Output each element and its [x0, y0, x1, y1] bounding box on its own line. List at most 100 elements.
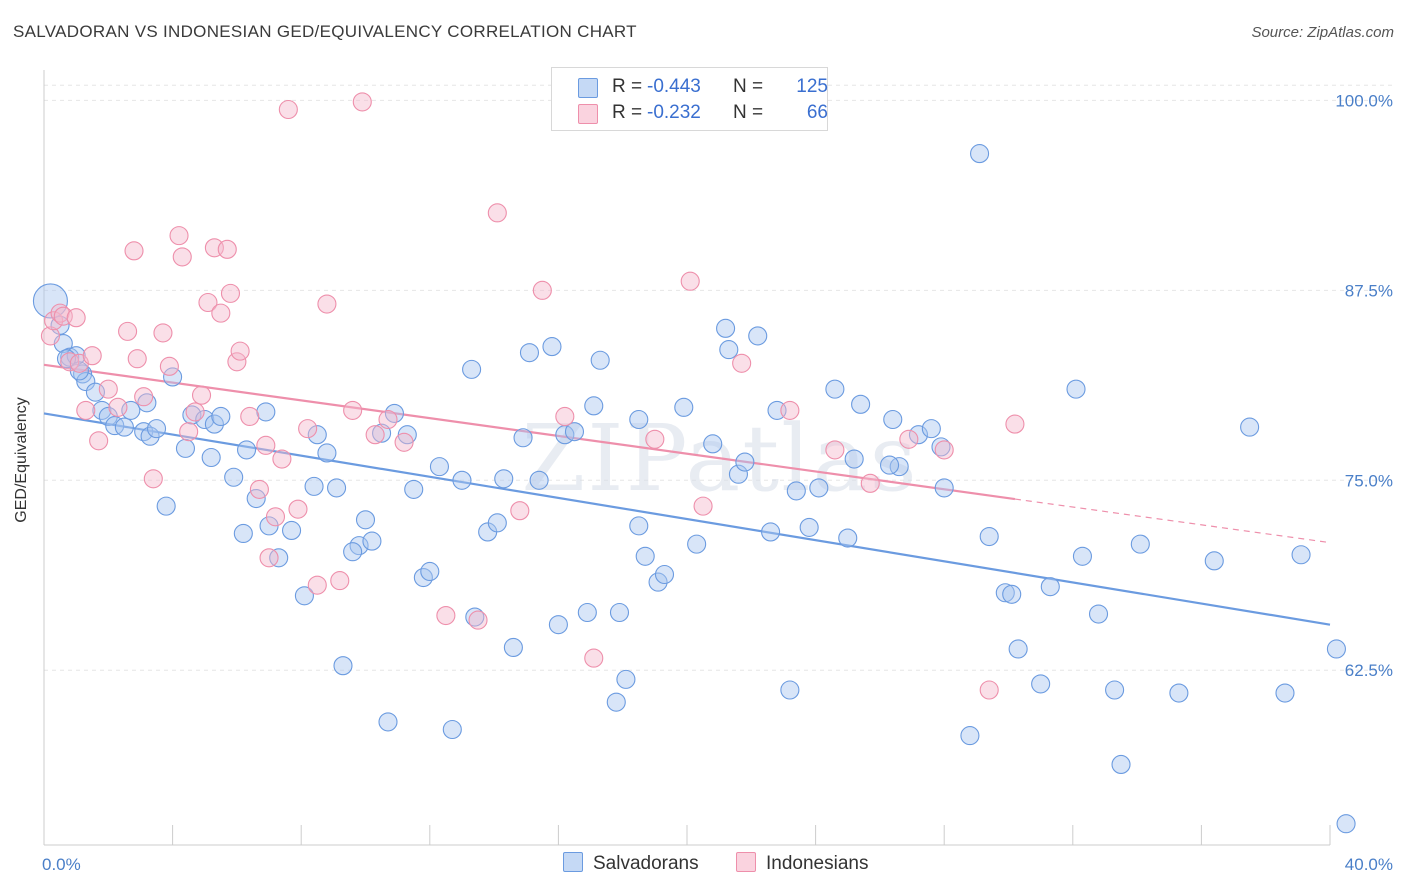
data-point-indonesians: [510, 501, 530, 521]
data-point-salvadorans: [654, 564, 675, 585]
data-point-indonesians: [60, 352, 80, 372]
data-point-salvadorans: [606, 692, 626, 712]
y-tick-label: 100.0%: [1335, 91, 1393, 110]
grid-lines: [44, 84, 1394, 671]
data-point-salvadorans: [1040, 577, 1060, 597]
data-point-salvadorans: [195, 409, 215, 430]
data-point-indonesians: [780, 400, 800, 420]
data-point-indonesians: [127, 349, 147, 369]
data-point-indonesians: [179, 422, 199, 442]
data-point-salvadorans: [584, 396, 604, 416]
data-point-salvadorans: [1169, 683, 1189, 703]
data-point-indonesians: [82, 346, 102, 366]
data-point-salvadorans: [879, 455, 900, 475]
data-point-indonesians: [108, 397, 128, 417]
series-legend-indonesians: Indonesians: [736, 852, 868, 875]
legend-r-value: -0.443: [647, 76, 701, 97]
data-point-salvadorans: [687, 534, 707, 554]
data-point-indonesians: [307, 575, 327, 595]
data-point-salvadorans: [1002, 584, 1022, 604]
data-point-salvadorans: [577, 602, 597, 623]
data-point-indonesians: [394, 432, 414, 452]
data-point-indonesians: [98, 379, 118, 399]
legend-n-value: 66: [806, 102, 828, 123]
y-tick-labels: 62.5% 75.0% 87.5% 100.0%: [1335, 91, 1393, 680]
data-point-indonesians: [259, 548, 279, 568]
data-point-salvadorans: [748, 326, 768, 346]
y-tick-label: 62.5%: [1345, 661, 1393, 680]
data-point-salvadorans: [1072, 546, 1092, 566]
legend-r-label: R =: [612, 102, 643, 123]
data-point-salvadorans: [995, 583, 1015, 603]
data-point-indonesians: [352, 92, 372, 112]
data-point-indonesians: [240, 406, 260, 427]
data-point-salvadorans: [146, 419, 167, 439]
legend-n-label: N =: [733, 76, 764, 97]
data-point-salvadorans: [233, 523, 253, 544]
data-point-indonesians: [227, 352, 247, 372]
data-point-indonesians: [979, 680, 999, 700]
x-tick-label: 40.0%: [1345, 855, 1393, 874]
data-point-salvadorans: [590, 350, 610, 370]
data-points: [32, 92, 1356, 834]
data-point-indonesians: [330, 571, 350, 591]
data-point-salvadorans: [429, 457, 449, 477]
data-point-salvadorans: [163, 367, 183, 387]
data-point-indonesians: [825, 440, 845, 460]
data-point-indonesians: [899, 429, 919, 449]
data-point-indonesians: [693, 496, 713, 516]
data-point-indonesians: [211, 303, 231, 323]
data-point-salvadorans: [224, 467, 244, 487]
data-point-salvadorans: [343, 542, 363, 562]
data-point-indonesians: [118, 321, 138, 341]
trend-line-dashed-indonesians: [1014, 498, 1331, 544]
data-point-salvadorans: [931, 437, 951, 457]
data-point-salvadorans: [137, 393, 157, 413]
data-point-salvadorans: [1291, 545, 1311, 565]
data-point-salvadorans: [1088, 604, 1109, 624]
data-point-salvadorans: [889, 457, 909, 477]
data-point-salvadorans: [629, 516, 649, 536]
data-point-indonesians: [134, 387, 154, 407]
data-point-salvadorans: [1008, 639, 1028, 659]
legend-r-value: -0.232: [647, 102, 701, 123]
data-point-salvadorans: [211, 406, 231, 427]
trend-line-salvadorans: [43, 412, 1331, 626]
y-tick-label: 87.5%: [1345, 281, 1393, 300]
data-point-salvadorans: [60, 347, 80, 367]
data-point-salvadorans: [156, 496, 176, 516]
legend-swatch-pink: [578, 104, 598, 124]
data-point-salvadorans: [674, 397, 694, 417]
data-point-salvadorans: [32, 283, 68, 319]
data-point-salvadorans: [1031, 674, 1051, 694]
data-point-salvadorans: [355, 510, 376, 530]
data-point-salvadorans: [716, 318, 736, 338]
data-point-indonesians: [365, 425, 385, 445]
data-point-indonesians: [220, 283, 241, 303]
data-point-salvadorans: [204, 414, 224, 434]
chart-title: SALVADORAN VS INDONESIAN GED/EQUIVALENCY…: [13, 22, 637, 41]
data-point-salvadorans: [256, 402, 276, 422]
data-point-salvadorans: [307, 425, 327, 445]
data-point-indonesians: [169, 226, 189, 246]
data-point-salvadorans: [304, 476, 324, 496]
data-point-salvadorans: [970, 144, 990, 164]
y-tick-label: 75.0%: [1345, 471, 1393, 490]
data-point-indonesians: [680, 271, 700, 291]
correlation-legend: R = -0.443 N = 125 R = -0.232 N = 66: [551, 67, 828, 131]
data-point-indonesians: [288, 499, 308, 519]
data-point-salvadorans: [838, 528, 858, 548]
data-point-indonesians: [860, 473, 880, 493]
data-point-salvadorans: [735, 452, 755, 472]
axes: [43, 70, 1331, 846]
data-point-indonesians: [153, 323, 173, 343]
data-point-indonesians: [555, 406, 575, 427]
series-name: Salvadorans: [593, 853, 699, 874]
data-point-salvadorans: [294, 586, 314, 606]
data-point-salvadorans: [1240, 417, 1260, 437]
data-point-indonesians: [298, 419, 318, 439]
legend-swatch-pink: [736, 852, 756, 872]
data-point-salvadorans: [1130, 534, 1150, 554]
data-point-salvadorans: [282, 520, 302, 540]
data-point-indonesians: [934, 440, 954, 460]
